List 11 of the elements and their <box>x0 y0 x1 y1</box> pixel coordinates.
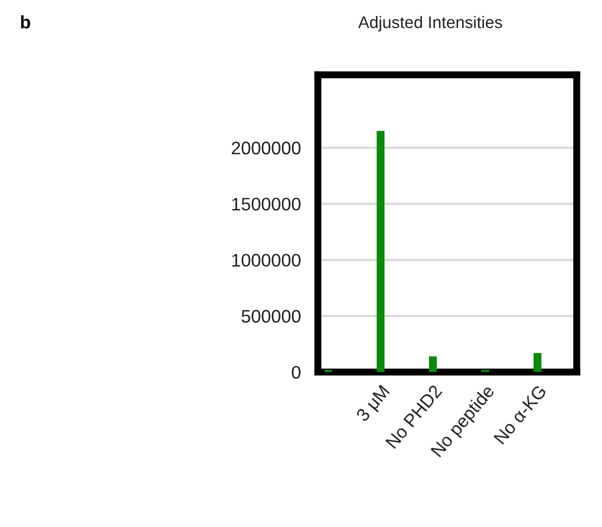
bar <box>534 352 542 372</box>
text: b <box>21 15 30 29</box>
chart-title: Adjusted Intensities <box>358 16 502 32</box>
x-tick-label: 3 μM <box>355 384 392 424</box>
y-tick-label: 1000000 <box>232 254 300 267</box>
bar <box>428 356 437 372</box>
y-tick-label: 0 <box>292 366 300 379</box>
y-tick-label: 1500000 <box>232 198 300 211</box>
bar <box>376 130 385 372</box>
y-tick-label: 2000000 <box>232 142 300 154</box>
y-tick-label: 500000 <box>242 310 300 323</box>
